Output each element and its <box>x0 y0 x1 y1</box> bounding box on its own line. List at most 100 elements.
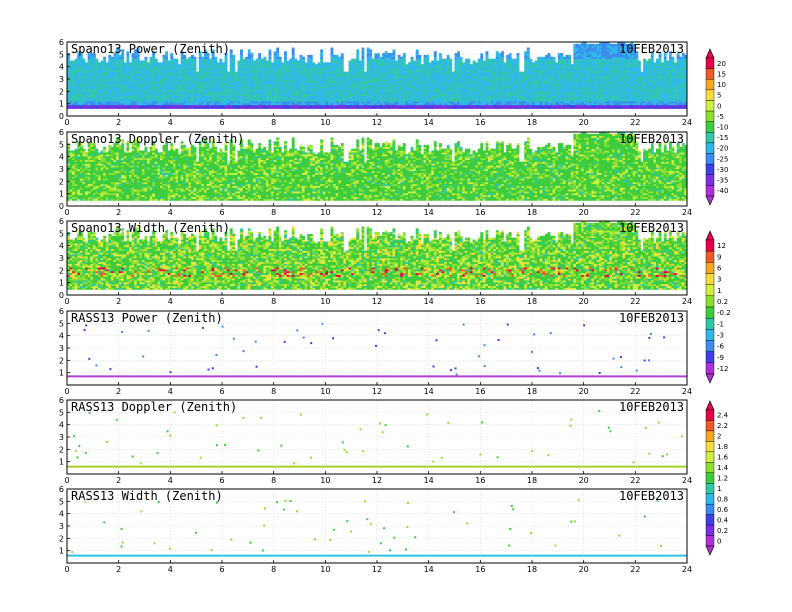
heatmap-cell <box>338 92 341 94</box>
heatmap-cell <box>447 79 450 81</box>
heatmap-cell <box>424 57 427 59</box>
heatmap-cell <box>318 92 321 94</box>
heatmap-cell <box>325 92 328 94</box>
heatmap-cell <box>504 81 507 83</box>
heatmap-cell <box>188 77 191 79</box>
heatmap-cell <box>181 75 184 77</box>
heatmap-cell <box>186 66 189 68</box>
heatmap-cell <box>310 103 313 105</box>
heatmap-cell <box>124 105 127 107</box>
heatmap-cell <box>447 86 450 88</box>
heatmap-cell <box>209 73 212 75</box>
heatmap-cell <box>181 96 184 98</box>
heatmap-cell <box>465 62 468 64</box>
heatmap-cell <box>354 107 357 109</box>
heatmap-cell <box>258 61 261 63</box>
heatmap-cell <box>132 81 135 83</box>
heatmap-cell <box>315 103 318 105</box>
heatmap-cell <box>403 103 406 105</box>
heatmap-cell <box>238 66 241 68</box>
heatmap-cell <box>341 90 344 92</box>
heatmap-cell <box>403 73 406 75</box>
heatmap-cell <box>194 99 197 101</box>
heatmap-cell <box>400 94 403 96</box>
heatmap-cell <box>240 55 243 57</box>
heatmap-cell <box>80 88 83 90</box>
heatmap-cell <box>103 92 106 94</box>
heatmap-cell <box>493 61 496 63</box>
heatmap-cell <box>462 94 465 96</box>
heatmap-cell <box>191 75 194 77</box>
heatmap-cell <box>152 72 155 74</box>
heatmap-cell <box>426 105 429 107</box>
heatmap-cell <box>385 53 388 55</box>
heatmap-cell <box>405 77 408 79</box>
heatmap-cell <box>462 96 465 98</box>
heatmap-cell <box>511 79 514 81</box>
heatmap-cell <box>426 70 429 72</box>
heatmap-cell <box>488 77 491 79</box>
heatmap-cell <box>114 103 117 105</box>
heatmap-cell <box>191 81 194 83</box>
heatmap-cell <box>336 75 339 77</box>
heatmap-cell <box>315 99 318 101</box>
heatmap-cell <box>297 72 300 74</box>
heatmap-cell <box>300 96 303 98</box>
heatmap-cell <box>230 72 233 74</box>
heatmap-cell <box>124 85 127 87</box>
heatmap-cell <box>374 57 377 59</box>
heatmap-cell <box>222 70 225 72</box>
heatmap-cell <box>356 99 359 101</box>
heatmap-cell <box>271 103 274 105</box>
heatmap-cell <box>248 81 251 83</box>
heatmap-cell <box>183 75 186 77</box>
heatmap-cell <box>506 103 509 105</box>
heatmap-cell <box>297 61 300 63</box>
heatmap-cell <box>245 96 248 98</box>
heatmap-cell <box>88 105 91 107</box>
heatmap-cell <box>527 94 530 96</box>
heatmap-cell <box>320 75 323 77</box>
heatmap-cell <box>431 92 434 94</box>
heatmap-cell <box>377 57 380 59</box>
heatmap-cell <box>98 98 101 100</box>
heatmap-cell <box>253 85 256 87</box>
heatmap-cell <box>279 57 282 59</box>
heatmap-cell <box>88 70 91 72</box>
heatmap-cell <box>387 62 390 64</box>
heatmap-cell <box>114 73 117 75</box>
heatmap-cell <box>72 86 75 88</box>
heatmap-cell <box>235 88 238 90</box>
heatmap-cell <box>134 61 137 63</box>
heatmap-cell <box>305 99 308 101</box>
heatmap-cell <box>320 96 323 98</box>
heatmap-cell <box>382 59 385 61</box>
heatmap-cell <box>465 64 468 66</box>
heatmap-cell <box>519 96 522 98</box>
heatmap-cell <box>181 90 184 92</box>
heatmap-cell <box>183 83 186 85</box>
heatmap-cell <box>405 94 408 96</box>
heatmap-cell <box>124 96 127 98</box>
heatmap-cell <box>390 57 393 59</box>
heatmap-cell <box>250 85 253 87</box>
heatmap-cell <box>331 68 334 70</box>
heatmap-cell <box>222 98 225 100</box>
heatmap-cell <box>426 107 429 109</box>
heatmap-cell <box>225 64 228 66</box>
heatmap-cell <box>199 75 202 77</box>
heatmap-cell <box>405 105 408 107</box>
heatmap-cell <box>325 81 328 83</box>
heatmap-cell <box>349 103 352 105</box>
heatmap-cell <box>341 59 344 61</box>
heatmap-cell <box>328 90 331 92</box>
heatmap-cell <box>238 103 241 105</box>
heatmap-cell <box>496 70 499 72</box>
heatmap-cell <box>405 79 408 81</box>
heatmap-cell <box>90 85 93 87</box>
heatmap-cell <box>374 103 377 105</box>
heatmap-cell <box>498 55 501 57</box>
heatmap-cell <box>142 83 145 85</box>
heatmap-cell <box>356 94 359 96</box>
heatmap-cell <box>173 79 176 81</box>
